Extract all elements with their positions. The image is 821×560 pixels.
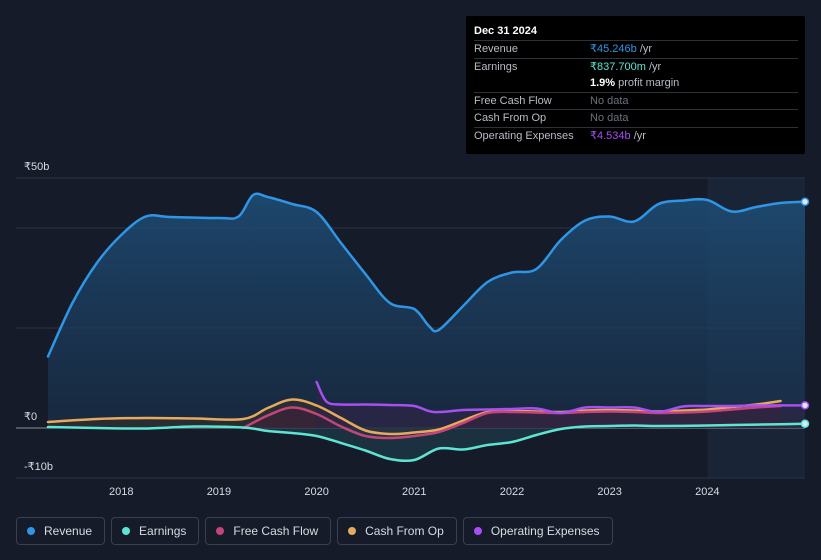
legend-item-cfo[interactable]: Cash From Op <box>337 517 457 545</box>
opex-area <box>316 382 805 428</box>
tooltip-unit: /yr <box>636 43 653 55</box>
x-tick-label: 2021 <box>402 486 426 498</box>
tooltip-label-empty <box>474 75 590 92</box>
legend-dot-icon <box>122 527 131 535</box>
legend-dot-icon <box>348 527 357 535</box>
tooltip-label: Revenue <box>474 43 519 55</box>
x-tick-label: 2024 <box>695 486 719 498</box>
tooltip-value-group: ₹4.534b /yr <box>590 128 646 145</box>
tooltip-unit: /yr <box>630 129 646 142</box>
legend-item-earnings[interactable]: Earnings <box>111 517 200 545</box>
y-tick-label-bottom: -₹10b <box>24 461 53 473</box>
opex-end-point <box>800 401 810 410</box>
legend-dot-icon <box>27 527 35 535</box>
axis-ticks: 2018 2019 2020 2021 2022 2023 2024 <box>109 486 720 498</box>
tooltip-value-group: ₹45.246b /yr <box>590 41 652 58</box>
legend-item-revenue[interactable]: Revenue <box>16 517 106 545</box>
opex-line <box>315 380 807 415</box>
revenue-line <box>46 192 807 358</box>
legend-item-opex[interactable]: Operating Expenses <box>462 517 613 545</box>
tooltip-value-group: ₹837.700m /yr <box>590 59 661 76</box>
legend-label: Cash From Op <box>365 524 444 538</box>
tooltip-opex-value: ₹4.534b <box>590 129 631 142</box>
tooltip-unit: /yr <box>645 60 662 73</box>
tooltip-margin-value: 1.9% <box>590 77 616 89</box>
tooltip-earnings-value: ₹837.700m <box>590 60 646 73</box>
tooltip-label: Cash From Op <box>474 112 547 124</box>
legend-label: Operating Expenses <box>490 524 600 538</box>
tooltip-row-fcf: Free Cash Flow No data <box>474 91 798 110</box>
tooltip-fcf-value: No data <box>590 94 629 107</box>
y-tick-label-top: ₹50b <box>24 161 49 173</box>
x-tick-label: 2023 <box>597 486 621 498</box>
chart-area: 2018 2019 2020 2021 2022 2023 2024 ₹50b ₹0 -₹1… <box>16 161 810 498</box>
tooltip-label: Free Cash Flow <box>474 94 552 107</box>
earnings-area <box>48 423 805 461</box>
tooltip-revenue-value: ₹45.246b <box>590 43 637 55</box>
revenue-end-point <box>800 197 810 206</box>
tooltip-row-opex: Operating Expenses ₹4.534b /yr <box>474 126 798 145</box>
tooltip-row-cfo: Cash From Op No data <box>474 109 798 127</box>
tooltip-unit: profit margin <box>615 77 680 89</box>
x-tick-label: 2022 <box>500 486 524 498</box>
tooltip-row-earnings: Earnings ₹837.700m /yr <box>474 57 798 76</box>
tooltip-panel: Dec 31 2024 Revenue ₹45.246b /yr Earning… <box>466 16 805 154</box>
fcf-line <box>242 404 782 440</box>
tooltip-value-group: 1.9% profit margin <box>590 75 679 92</box>
tooltip-label: Earnings <box>474 60 518 73</box>
y-tick-label-zero: ₹0 <box>24 411 37 423</box>
legend-dot-icon <box>216 527 225 535</box>
tooltip-row-margin: 1.9% profit margin <box>474 75 798 92</box>
cfo-line <box>46 398 782 436</box>
legend: Revenue Earnings Free Cash Flow Cash Fro… <box>16 517 619 545</box>
x-tick-label: 2019 <box>207 486 231 498</box>
tooltip-date: Dec 31 2024 <box>474 25 537 37</box>
x-tick-label: 2018 <box>109 486 133 498</box>
series-lines <box>46 192 810 463</box>
legend-label: Earnings <box>139 524 187 538</box>
earnings-line <box>46 422 807 463</box>
legend-label: Revenue <box>44 524 93 538</box>
revenue-area <box>48 193 805 428</box>
tooltip-cfo-value: No data <box>590 112 629 124</box>
tooltip-row-revenue: Revenue ₹45.246b /yr <box>474 40 798 58</box>
legend-dot-icon <box>473 527 482 535</box>
x-tick-label: 2020 <box>304 486 328 498</box>
earnings-end-point <box>800 419 810 429</box>
series-areas <box>48 193 805 461</box>
legend-item-fcf[interactable]: Free Cash Flow <box>205 517 332 545</box>
legend-label: Free Cash Flow <box>233 524 319 538</box>
tooltip-label: Operating Expenses <box>474 129 574 142</box>
